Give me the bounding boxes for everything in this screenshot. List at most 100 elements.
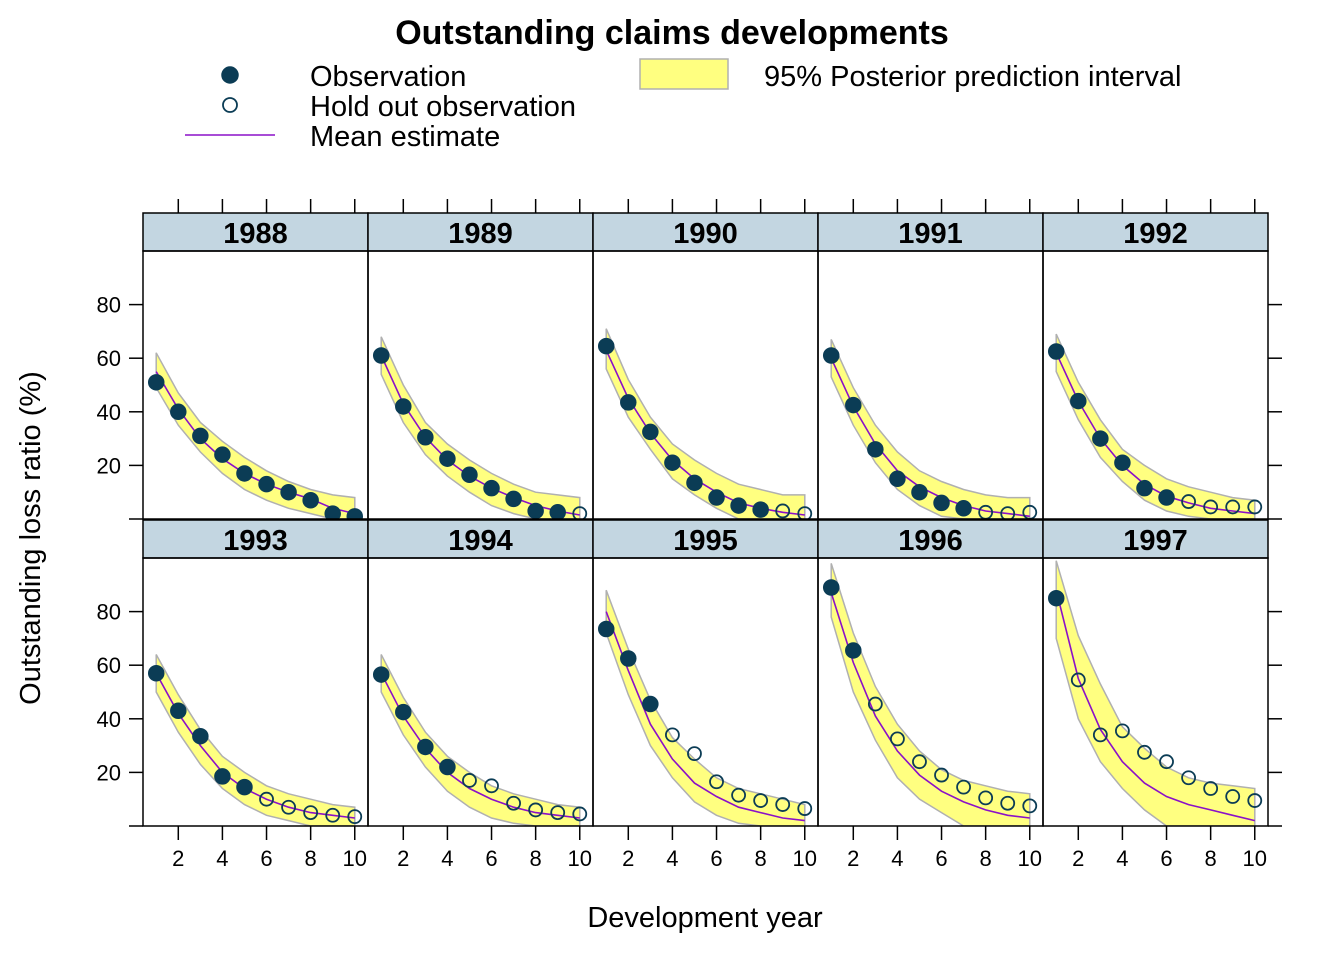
observation-point	[461, 466, 478, 484]
holdout-point	[1181, 494, 1196, 509]
x-tick-label: 4	[441, 846, 453, 871]
observation-point	[170, 403, 187, 421]
x-tick-label: 4	[216, 846, 228, 871]
interval-band	[155, 654, 356, 826]
holdout-point	[506, 795, 521, 811]
holdout-point	[665, 727, 680, 743]
panel-strip-label: 1989	[448, 218, 513, 250]
observation-point	[192, 727, 209, 745]
x-tick-label: 6	[260, 846, 272, 871]
panel-strip-label: 1991	[898, 218, 963, 250]
observation-point	[346, 508, 364, 519]
holdout-point	[687, 746, 702, 762]
holdout-point	[797, 801, 813, 816]
observation-point	[664, 454, 681, 471]
y-tick-label: 60	[97, 653, 121, 678]
x-tick-label: 10	[793, 846, 817, 871]
observation-point	[597, 620, 615, 638]
x-tick-label: 2	[397, 846, 409, 871]
mean-line	[605, 611, 805, 822]
x-tick-label: 4	[1116, 846, 1128, 871]
observation-point	[642, 423, 659, 441]
panel-1993: 1993 2 4 6 8 10 20 40 60 80	[97, 519, 369, 871]
x-tick-label: 4	[666, 846, 678, 871]
mean-line	[155, 672, 355, 819]
panel-strip	[367, 212, 594, 252]
panel-strip	[817, 519, 1044, 559]
x-tick-label: 2	[1072, 846, 1084, 871]
x-tick-label: 4	[891, 846, 903, 871]
y-tick-label: 80	[97, 293, 121, 318]
holdout-point	[1225, 789, 1241, 804]
observation-point	[1114, 454, 1131, 471]
x-tick-label: 2	[847, 846, 859, 871]
observation-point	[372, 347, 390, 364]
x-tick-label: 10	[568, 846, 592, 871]
observation-point	[1047, 343, 1065, 360]
mean-line	[605, 349, 805, 516]
holdout-point	[1159, 754, 1174, 770]
holdout-point	[1225, 499, 1241, 515]
panel-data	[822, 563, 1038, 826]
legend-entry-mean: Mean estimate	[185, 121, 500, 153]
legend-entry-holdout: Hold out observation	[222, 91, 576, 123]
panel-strip-label: 1992	[1123, 218, 1188, 250]
observation-point	[236, 778, 253, 796]
interval-band	[155, 352, 356, 519]
observation-point	[527, 502, 544, 519]
observation-point	[845, 396, 862, 414]
panel-strip-label: 1997	[1123, 525, 1188, 557]
panel-data	[147, 654, 363, 826]
observation-point	[955, 500, 972, 517]
panel-1995: 1995 2 4 6 8 10	[592, 519, 819, 871]
panel-strip-label: 1995	[673, 525, 738, 557]
observation-point	[395, 398, 412, 415]
x-tick-label: 10	[1018, 846, 1042, 871]
holdout-point	[934, 767, 949, 783]
observation-point	[620, 650, 637, 667]
legend-label-interval: 95% Posterior prediction interval	[764, 61, 1181, 93]
holdout-point	[1203, 781, 1219, 796]
holdout-point	[528, 802, 544, 818]
holdout-point	[709, 774, 724, 790]
x-tick-label: 8	[980, 846, 992, 871]
holdout-point	[797, 506, 813, 519]
legend-entry-interval: 95% Posterior prediction interval	[639, 58, 1181, 93]
mean-line	[830, 592, 1030, 819]
panel-strip	[817, 212, 1044, 252]
holdout-point	[484, 778, 499, 794]
holdout-point	[1203, 499, 1219, 515]
panel-frame	[1042, 250, 1269, 520]
panel-data	[597, 328, 813, 519]
observation-point	[845, 642, 862, 659]
holdout-point	[572, 506, 588, 519]
holdout-point	[890, 731, 905, 747]
observation-point	[147, 664, 165, 682]
interval-band	[605, 328, 806, 519]
panel-frame	[1042, 557, 1269, 827]
holdout-point	[462, 773, 477, 788]
holdout-point	[775, 503, 791, 519]
observation-point	[280, 483, 297, 501]
y-axis-label: Outstanding loss ratio (%)	[15, 371, 47, 705]
panel-1988: 1988 20 40 60 80	[97, 199, 369, 520]
y-tick-label: 20	[97, 760, 121, 785]
legend-marker-interval-band	[639, 58, 729, 90]
observation-point	[597, 337, 615, 355]
holdout-point	[1070, 672, 1086, 688]
x-tick-label: 10	[343, 846, 367, 871]
legend-label-mean: Mean estimate	[310, 121, 500, 153]
holdout-point	[1022, 798, 1038, 814]
interval-band	[1055, 560, 1256, 826]
panels-grid: 1988 20 40 60 80 1989 1990 1991 1992 1993 2 4 6 8 10 20…	[97, 199, 1282, 871]
observation-point	[147, 374, 165, 391]
observation-point	[395, 703, 412, 721]
observation-point	[1136, 479, 1153, 497]
observation-point	[642, 695, 659, 713]
interval-band	[830, 563, 1031, 826]
x-tick-label: 2	[622, 846, 634, 871]
legend-marker-observation	[221, 66, 239, 84]
observation-point	[302, 491, 319, 509]
observation-point	[214, 446, 231, 463]
panel-1989: 1989	[367, 199, 594, 520]
